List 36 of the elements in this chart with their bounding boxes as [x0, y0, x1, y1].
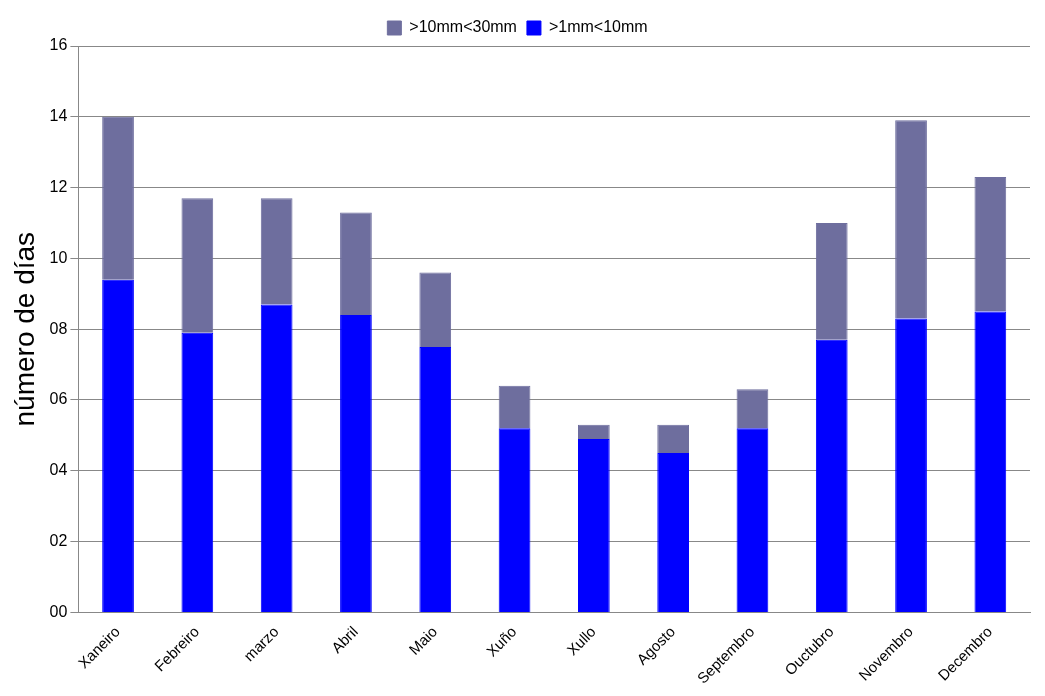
bar [260, 304, 293, 612]
bar [498, 385, 531, 429]
y-tick-label: 06 [49, 390, 68, 408]
bar [974, 176, 1007, 312]
bar [736, 428, 769, 612]
bar [895, 120, 927, 319]
bar [895, 318, 927, 612]
bar [974, 311, 1007, 612]
y-tick-label: 10 [49, 248, 68, 266]
y-axis-title: número de días [8, 231, 40, 427]
bar [340, 212, 372, 316]
bar [419, 272, 452, 347]
bar [181, 332, 214, 612]
bar [577, 438, 610, 612]
legend-label: >1mm<10mm [548, 18, 648, 36]
bar [102, 279, 134, 612]
y-tick-label: 08 [49, 319, 68, 337]
y-tick-label: 12 [49, 178, 68, 195]
bar [736, 389, 769, 429]
y-tick-label: 16 [49, 36, 68, 54]
bar [657, 453, 690, 612]
bar [815, 223, 848, 340]
bar [340, 315, 372, 612]
bar [498, 428, 531, 612]
bar [102, 116, 134, 280]
y-tick-label: 02 [49, 532, 68, 549]
legend-label: >10mm<30mm [409, 18, 517, 36]
bar [181, 198, 214, 333]
y-tick-label: 04 [49, 461, 68, 479]
bar [260, 198, 293, 305]
bar [657, 424, 690, 454]
bar [815, 339, 848, 612]
y-tick-label: 14 [49, 107, 68, 125]
bar [419, 346, 452, 612]
y-tick-label: 00 [49, 602, 68, 620]
bar [577, 424, 610, 439]
